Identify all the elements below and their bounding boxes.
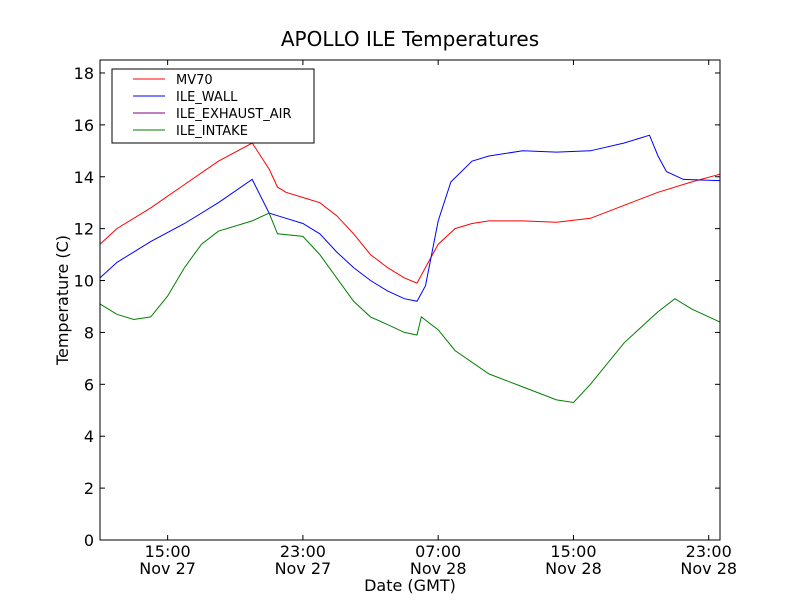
x-tick-label-date: Nov 27 [139, 559, 196, 578]
y-tick-label: 16 [74, 116, 94, 135]
legend-label: ILE_WALL [176, 90, 238, 105]
y-tick-label: 18 [74, 64, 94, 83]
y-tick-label: 12 [74, 220, 94, 239]
series-line-ile-wall [99, 134, 721, 302]
legend-label: ILE_INTAKE [176, 124, 248, 139]
x-tick-label-date: Nov 28 [410, 559, 467, 578]
legend-label: ILE_EXHAUST_AIR [176, 107, 292, 122]
x-tick-label-time: 23:00 [280, 542, 326, 561]
y-axis-label: Temperature (C) [53, 235, 72, 366]
y-tick-label: 8 [84, 323, 94, 342]
series-layer [99, 134, 721, 404]
x-tick-label-time: 15:00 [145, 542, 191, 561]
y-tick-label: 0 [84, 531, 94, 550]
y-tick-label: 2 [84, 479, 94, 498]
y-tick-label: 10 [74, 272, 94, 291]
legend-label: MV70 [176, 73, 213, 88]
x-tick-label-time: 23:00 [686, 542, 732, 561]
x-tick-label-date: Nov 27 [275, 559, 332, 578]
x-axis-label: Date (GMT) [364, 576, 456, 595]
x-tick-label-date: Nov 28 [680, 559, 737, 578]
plot-frame [99, 59, 721, 541]
y-tick-label: 4 [84, 427, 94, 446]
x-tick-label-time: 07:00 [415, 542, 461, 561]
chart-title: APOLLO ILE Temperatures [281, 27, 539, 51]
x-tick-label-date: Nov 28 [545, 559, 602, 578]
y-axis-ticks: 0 2 4 6 8 10 12 14 16 18 [74, 64, 720, 550]
y-tick-label: 6 [84, 375, 94, 394]
y-tick-label: 14 [74, 168, 94, 187]
x-tick-label-time: 15:00 [550, 542, 596, 561]
series-line-mv70 [99, 142, 721, 284]
legend: MV70 ILE_WALL ILE_EXHAUST_AIR ILE_INTAKE [111, 68, 315, 144]
legend-box [111, 68, 315, 144]
series-line-ile-intake [99, 212, 721, 404]
